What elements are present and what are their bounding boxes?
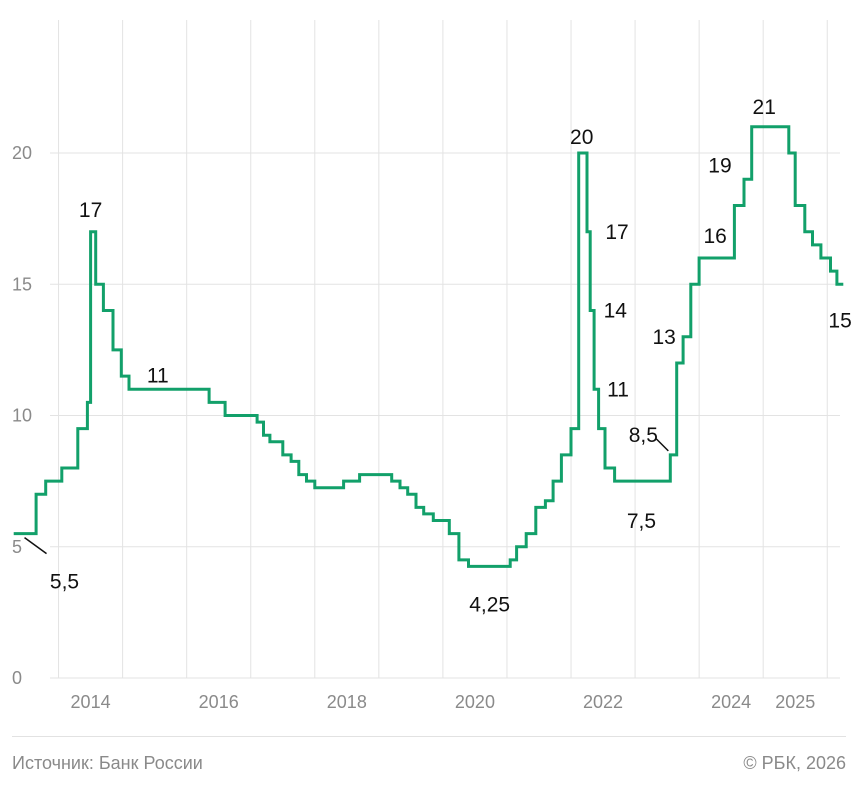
source-note: Источник: Банк России xyxy=(12,753,203,773)
x-tick-label: 2022 xyxy=(583,692,623,712)
data-label: 21 xyxy=(753,96,776,119)
label-leader-line xyxy=(24,537,47,555)
data-label: 8,5 xyxy=(629,424,658,447)
x-tick-label: 2016 xyxy=(199,692,239,712)
x-tick-label: 2014 xyxy=(71,692,111,712)
data-label: 14 xyxy=(604,300,628,323)
y-tick-label: 10 xyxy=(12,406,32,426)
data-label: 11 xyxy=(607,378,629,401)
key-rate-series-line xyxy=(13,125,844,568)
label-leader-line xyxy=(655,438,669,452)
data-label: 17 xyxy=(79,199,102,222)
copyright-note: © РБК, 2026 xyxy=(743,753,846,773)
y-tick-label: 15 xyxy=(12,274,32,294)
data-label: 16 xyxy=(703,225,726,248)
x-tick-label: 2025 xyxy=(775,692,815,712)
chart-footer: Источник: Банк России © РБК, 2026 xyxy=(12,736,846,791)
y-tick-label: 0 xyxy=(12,668,22,688)
data-label: 15 xyxy=(828,309,851,332)
data-label: 13 xyxy=(652,326,675,349)
x-tick-label: 2024 xyxy=(711,692,751,712)
data-label: 17 xyxy=(605,221,628,244)
x-tick-label: 2020 xyxy=(455,692,495,712)
data-label: 19 xyxy=(708,154,731,177)
y-tick-label: 5 xyxy=(12,537,22,557)
data-label: 20 xyxy=(570,126,593,149)
data-label: 5,5 xyxy=(50,571,79,594)
data-label: 4,25 xyxy=(469,593,510,616)
x-tick-label: 2018 xyxy=(327,692,367,712)
y-tick-label: 20 xyxy=(12,143,32,163)
data-label: 11 xyxy=(147,364,169,387)
data-label: 7,5 xyxy=(627,510,656,533)
